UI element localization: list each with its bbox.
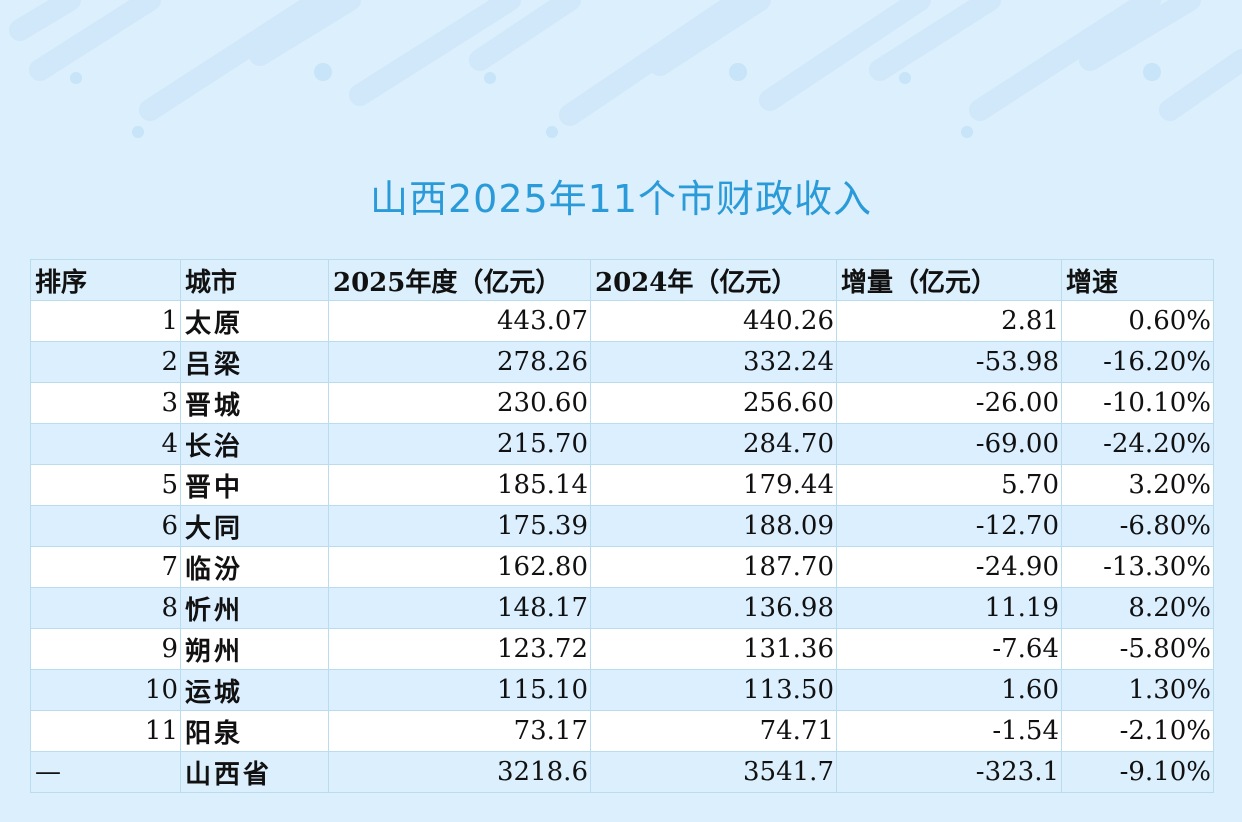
cell-growth: -2.10% bbox=[1061, 710, 1214, 752]
cell-2024: 131.36 bbox=[590, 628, 837, 670]
cell-2025: 123.72 bbox=[328, 628, 591, 670]
table-row: 6 大同 175.39 188.09 -12.70 -6.80% bbox=[30, 505, 1214, 547]
cell-2025: 230.60 bbox=[328, 382, 591, 424]
cell-growth: -10.10% bbox=[1061, 382, 1214, 424]
cell-2024: 284.70 bbox=[590, 423, 837, 465]
cell-2024: 256.60 bbox=[590, 382, 837, 424]
cell-increase: -323.1 bbox=[836, 751, 1062, 793]
cell-rank: 2 bbox=[30, 341, 181, 383]
table-row: 5 晋中 185.14 179.44 5.70 3.20% bbox=[30, 464, 1214, 506]
cell-2024: 179.44 bbox=[590, 464, 837, 506]
table-row-total: — 山西省 3218.6 3541.7 -323.1 -9.10% bbox=[30, 751, 1214, 793]
cell-rank: 10 bbox=[30, 669, 181, 711]
cell-2025: 443.07 bbox=[328, 300, 591, 342]
cell-2025: 73.17 bbox=[328, 710, 591, 752]
cell-increase: -53.98 bbox=[836, 341, 1062, 383]
cell-city: 朔州 bbox=[180, 628, 329, 670]
cell-city: 忻州 bbox=[180, 587, 329, 629]
cell-city: 运城 bbox=[180, 669, 329, 711]
cell-rank: 3 bbox=[30, 382, 181, 424]
cell-2024: 136.98 bbox=[590, 587, 837, 629]
header-city: 城市 bbox=[180, 259, 329, 301]
cell-city: 太原 bbox=[180, 300, 329, 342]
cell-growth: -9.10% bbox=[1061, 751, 1214, 793]
cell-increase: -12.70 bbox=[836, 505, 1062, 547]
cell-increase: -24.90 bbox=[836, 546, 1062, 588]
cell-growth: 8.20% bbox=[1061, 587, 1214, 629]
cell-2024: 3541.7 bbox=[590, 751, 837, 793]
cell-2024: 188.09 bbox=[590, 505, 837, 547]
cell-city: 阳泉 bbox=[180, 710, 329, 752]
cell-2025: 162.80 bbox=[328, 546, 591, 588]
cell-2024: 187.70 bbox=[590, 546, 837, 588]
cell-2024: 440.26 bbox=[590, 300, 837, 342]
table-row: 3 晋城 230.60 256.60 -26.00 -10.10% bbox=[30, 382, 1214, 424]
cell-growth: -5.80% bbox=[1061, 628, 1214, 670]
cell-growth: 0.60% bbox=[1061, 300, 1214, 342]
cell-growth: -16.20% bbox=[1061, 341, 1214, 383]
cell-growth: 1.30% bbox=[1061, 669, 1214, 711]
cell-increase: 1.60 bbox=[836, 669, 1062, 711]
cell-city: 临汾 bbox=[180, 546, 329, 588]
cell-2025: 215.70 bbox=[328, 423, 591, 465]
cell-2025: 185.14 bbox=[328, 464, 591, 506]
table-row: 1 太原 443.07 440.26 2.81 0.60% bbox=[30, 300, 1214, 342]
cell-increase: -7.64 bbox=[836, 628, 1062, 670]
cell-2025: 3218.6 bbox=[328, 751, 591, 793]
header-2025: 2025年度（亿元） bbox=[328, 259, 591, 301]
cell-rank: 1 bbox=[30, 300, 181, 342]
cell-increase: -26.00 bbox=[836, 382, 1062, 424]
header-2024: 2024年（亿元） bbox=[590, 259, 837, 301]
table-row: 2 吕梁 278.26 332.24 -53.98 -16.20% bbox=[30, 341, 1214, 383]
table-row: 11 阳泉 73.17 74.71 -1.54 -2.10% bbox=[30, 710, 1214, 752]
cell-rank: 4 bbox=[30, 423, 181, 465]
cell-rank: 9 bbox=[30, 628, 181, 670]
table-row: 7 临汾 162.80 187.70 -24.90 -13.30% bbox=[30, 546, 1214, 588]
cell-2025: 148.17 bbox=[328, 587, 591, 629]
cell-2025: 115.10 bbox=[328, 669, 591, 711]
cell-growth: -6.80% bbox=[1061, 505, 1214, 547]
table-row: 8 忻州 148.17 136.98 11.19 8.20% bbox=[30, 587, 1214, 629]
cell-growth: -13.30% bbox=[1061, 546, 1214, 588]
table-row: 4 长治 215.70 284.70 -69.00 -24.20% bbox=[30, 423, 1214, 465]
cell-rank: 11 bbox=[30, 710, 181, 752]
header-growth: 增速 bbox=[1061, 259, 1214, 301]
page-title: 山西2025年11个市财政收入 bbox=[369, 177, 873, 221]
table-header-row: 排序 城市 2025年度（亿元） 2024年（亿元） 增量（亿元） 增速 bbox=[30, 259, 1214, 301]
cell-2025: 175.39 bbox=[328, 505, 591, 547]
cell-growth: -24.20% bbox=[1061, 423, 1214, 465]
cell-rank: — bbox=[30, 751, 181, 793]
cell-rank: 5 bbox=[30, 464, 181, 506]
revenue-table: 排序 城市 2025年度（亿元） 2024年（亿元） 增量（亿元） 增速 1 太… bbox=[30, 259, 1214, 793]
cell-increase: 2.81 bbox=[836, 300, 1062, 342]
table-row: 10 运城 115.10 113.50 1.60 1.30% bbox=[30, 669, 1214, 711]
header-rank: 排序 bbox=[30, 259, 181, 301]
table-row: 9 朔州 123.72 131.36 -7.64 -5.80% bbox=[30, 628, 1214, 670]
background-decoration bbox=[9, 0, 1242, 138]
cell-rank: 8 bbox=[30, 587, 181, 629]
cell-2024: 74.71 bbox=[590, 710, 837, 752]
cell-city: 晋中 bbox=[180, 464, 329, 506]
cell-growth: 3.20% bbox=[1061, 464, 1214, 506]
cell-increase: 5.70 bbox=[836, 464, 1062, 506]
cell-city: 山西省 bbox=[180, 751, 329, 793]
cell-increase: -69.00 bbox=[836, 423, 1062, 465]
cell-2024: 332.24 bbox=[590, 341, 837, 383]
cell-city: 晋城 bbox=[180, 382, 329, 424]
cell-increase: 11.19 bbox=[836, 587, 1062, 629]
cell-rank: 7 bbox=[30, 546, 181, 588]
header-increase: 增量（亿元） bbox=[836, 259, 1062, 301]
cell-city: 长治 bbox=[180, 423, 329, 465]
cell-2024: 113.50 bbox=[590, 669, 837, 711]
cell-2025: 278.26 bbox=[328, 341, 591, 383]
cell-increase: -1.54 bbox=[836, 710, 1062, 752]
cell-city: 大同 bbox=[180, 505, 329, 547]
cell-rank: 6 bbox=[30, 505, 181, 547]
cell-city: 吕梁 bbox=[180, 341, 329, 383]
